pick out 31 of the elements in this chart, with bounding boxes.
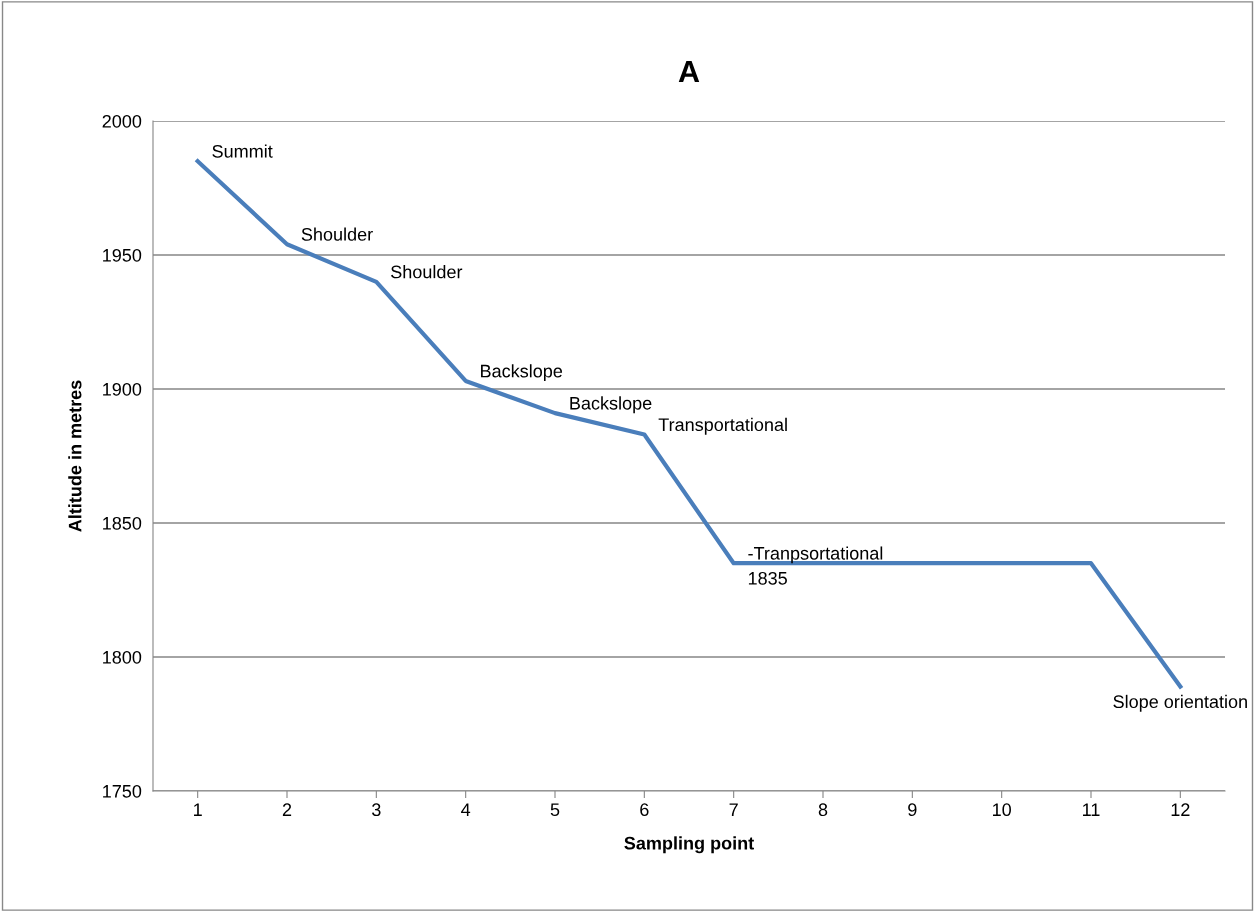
x-tick-label: 2: [282, 803, 292, 816]
x-tick-label: 6: [640, 803, 649, 817]
x-tick-label: 8: [818, 803, 828, 817]
x-tick-label: 5: [550, 803, 560, 817]
y-tick-label: 2000: [102, 114, 142, 128]
chart-title: A: [678, 61, 700, 83]
y-tick-label: 1950: [103, 248, 142, 262]
annotation: Shoulder: [301, 227, 373, 241]
line-series: [195, 159, 1183, 689]
y-tick-label: 1900: [103, 382, 142, 396]
annotation: -Tranpsortational: [748, 546, 883, 564]
x-tick-label: 11: [1083, 803, 1100, 816]
x-tick-label: 9: [908, 803, 917, 817]
x-tick-label: 12: [1171, 803, 1190, 816]
annotation: Backslope: [481, 364, 563, 382]
y-tick-label: 1850: [103, 516, 142, 530]
x-axis-title: Sampling point: [624, 836, 754, 854]
annotation: Shoulder: [391, 265, 463, 279]
annotation: Backslope: [570, 396, 652, 414]
y-axis-title: Altitude in metres: [68, 380, 82, 532]
annotation: Slope orientation: [1113, 694, 1247, 712]
x-tick-label: 4: [461, 803, 471, 816]
y-tick-label: 1800: [103, 650, 142, 664]
x-tick-label: 10: [993, 803, 1011, 817]
annotation: Summit: [212, 144, 273, 158]
annotation: Transportational: [658, 417, 787, 435]
y-tick-label: 1750: [103, 784, 142, 798]
x-tick-label: 3: [372, 803, 381, 817]
x-tick-label: 7: [729, 803, 738, 816]
annotation: 1835: [748, 571, 787, 585]
x-tick-label: 1: [194, 803, 202, 816]
